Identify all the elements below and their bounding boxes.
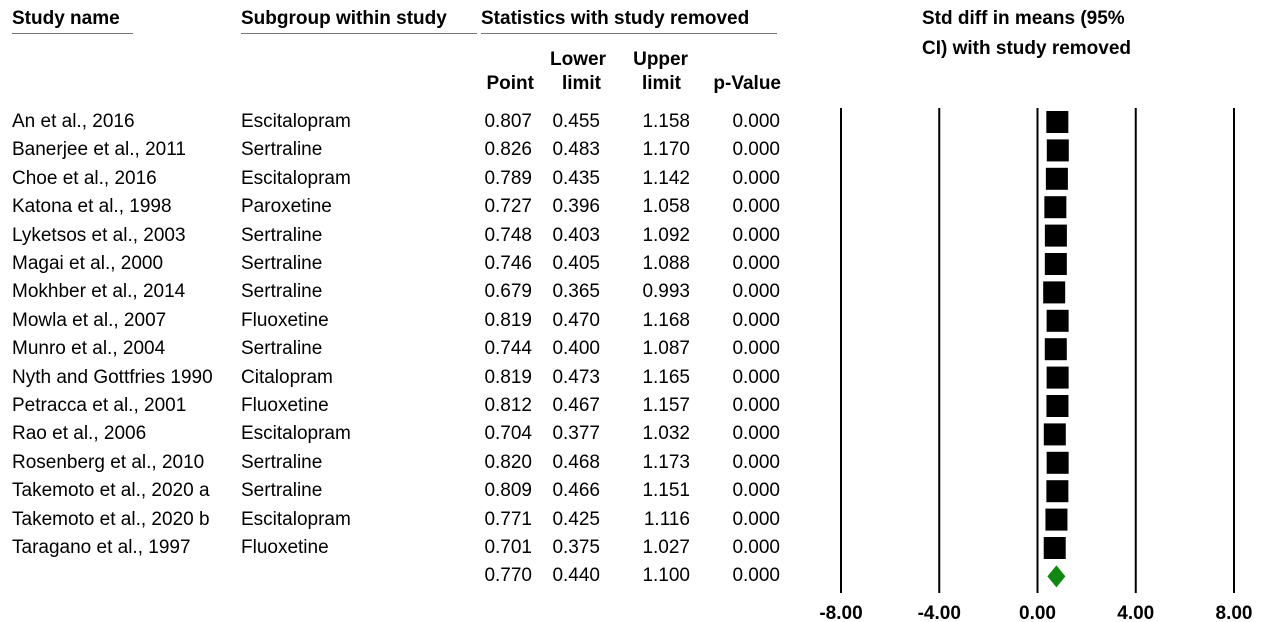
x-tick-label: 4.00 [1117, 603, 1154, 622]
study-marker [1045, 338, 1067, 360]
x-tick-label: -8.00 [819, 603, 862, 622]
study-marker [1046, 480, 1068, 502]
study-marker [1044, 196, 1066, 218]
summary-diamond [1047, 565, 1065, 587]
study-marker [1046, 168, 1068, 190]
study-marker [1047, 452, 1069, 474]
study-marker [1044, 423, 1066, 445]
x-tick-label: 0.00 [1019, 603, 1056, 622]
study-marker [1045, 509, 1067, 531]
study-marker [1043, 281, 1065, 303]
study-marker [1045, 225, 1067, 247]
x-tick-label: -4.00 [918, 603, 961, 622]
study-marker [1044, 537, 1066, 559]
study-marker [1047, 139, 1069, 161]
study-marker [1046, 395, 1068, 417]
study-marker [1045, 253, 1067, 275]
study-marker [1046, 111, 1068, 133]
x-tick-label: 8.00 [1216, 603, 1253, 622]
study-marker [1047, 310, 1069, 332]
study-marker [1047, 367, 1069, 389]
